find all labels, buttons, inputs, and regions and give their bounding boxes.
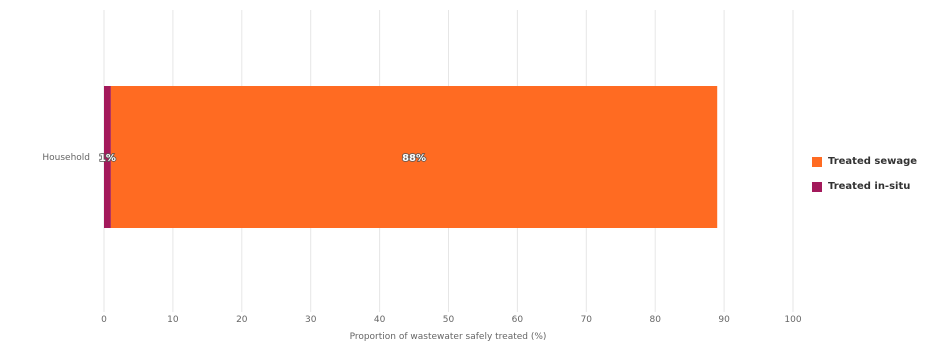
x-tick-labels: 0 10 20 30 40 50 60 70 80 90 100 xyxy=(101,315,802,325)
x-axis-label: Proportion of wastewater safely treated … xyxy=(350,332,547,342)
category-labels: Household xyxy=(42,153,90,163)
legend-item-treated-sewage[interactable]: Treated sewage xyxy=(812,156,917,167)
legend-label-treated-sewage: Treated sewage xyxy=(828,156,918,167)
bar-treated-in-situ xyxy=(104,86,111,228)
x-tick-0: 0 xyxy=(101,315,107,325)
legend-item-treated-in-situ[interactable]: Treated in-situ xyxy=(812,181,917,192)
x-tick-80: 80 xyxy=(649,315,661,325)
x-tick-10: 10 xyxy=(167,315,179,325)
legend-swatch-treated-sewage xyxy=(812,156,822,167)
bar-label-treated-in-situ: 1% xyxy=(99,153,116,164)
bar-labels: 1% 88% xyxy=(98,152,427,165)
legend-swatch-treated-in-situ xyxy=(812,181,822,192)
legend: Treated sewage Treated in-situ xyxy=(812,156,917,206)
x-tick-70: 70 xyxy=(581,315,593,325)
x-tick-20: 20 xyxy=(236,315,248,325)
x-tick-50: 50 xyxy=(443,315,455,325)
legend-label-treated-in-situ: Treated in-situ xyxy=(828,181,911,192)
bar-treated-sewage xyxy=(110,86,718,228)
category-label-household: Household xyxy=(42,153,90,163)
x-tick-90: 90 xyxy=(718,315,730,325)
bar-label-treated-sewage: 88% xyxy=(402,153,426,164)
x-tick-100: 100 xyxy=(784,315,801,325)
bars xyxy=(104,86,718,228)
x-tick-30: 30 xyxy=(305,315,317,325)
x-tick-60: 60 xyxy=(512,315,524,325)
x-tick-40: 40 xyxy=(374,315,386,325)
